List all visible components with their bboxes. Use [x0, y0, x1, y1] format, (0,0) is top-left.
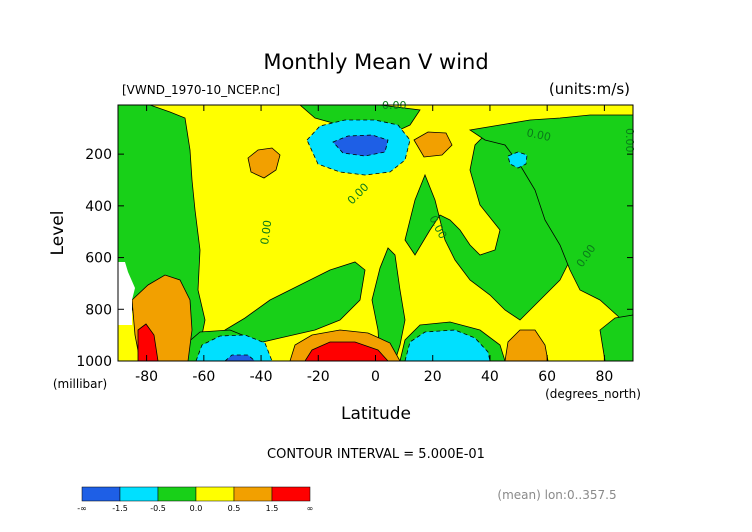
x-tick-label: 20: [424, 369, 442, 385]
x-unit-label: (degrees_north): [545, 387, 641, 401]
blue-region-upper: [332, 134, 389, 157]
colorbar-swatch: [271, 486, 311, 502]
contour-label: 0.00: [623, 128, 636, 153]
colorbar-label: ∞: [307, 504, 314, 513]
x-axis: -80 -60 -40 -20 0 20 40 60 80: [135, 105, 613, 385]
contour-label: 0.00: [525, 126, 552, 144]
x-tick-label: 40: [481, 369, 499, 385]
colorbar-swatch: [81, 486, 121, 502]
x-tick-label: 80: [595, 369, 613, 385]
colorbar-label: -0.5: [150, 504, 166, 513]
contour-interval-label: CONTOUR INTERVAL = 5.000E-01: [267, 447, 485, 462]
x-tick-label: -40: [250, 369, 273, 385]
colorbar-label: 1.5: [266, 504, 279, 513]
colorbar-swatch: [195, 486, 235, 502]
y-unit-label: (millibar): [53, 377, 107, 391]
orange-region-north-upper: [413, 131, 453, 158]
cyan-region-lower-north: [404, 329, 491, 361]
contour-field: [118, 105, 633, 361]
y-tick-label: 200: [85, 147, 112, 163]
colorbar-label: -1.5: [112, 504, 128, 513]
red-region-southwest: [137, 323, 159, 361]
y-axis-title: Level: [48, 211, 68, 256]
colorbar-label: 0.0: [190, 504, 203, 513]
colorbar: -∞ -1.5 -0.5 0.0 0.5 1.5 ∞: [77, 486, 314, 513]
x-tick-label: -80: [135, 369, 158, 385]
colorbar-swatch: [157, 486, 197, 502]
y-tick-label: 1000: [76, 354, 112, 370]
chart-title: Monthly Mean V wind: [263, 50, 488, 74]
orange-region-north-lower: [504, 329, 549, 361]
colorbar-swatch: [233, 486, 273, 502]
x-tick-label: 60: [538, 369, 556, 385]
y-tick-label: 400: [85, 199, 112, 215]
file-label: [VWND_1970-10_NCEP.nc]: [122, 83, 280, 97]
mean-label: (mean) lon:0..357.5: [497, 488, 616, 502]
blue-region-lower: [224, 354, 256, 361]
x-tick-label: -20: [307, 369, 330, 385]
orange-region-south-upper: [247, 147, 281, 179]
colorbar-swatch: [119, 486, 159, 502]
y-tick-label: 800: [85, 302, 112, 318]
colorbar-label: 0.5: [228, 504, 241, 513]
x-tick-label: 0: [371, 369, 380, 385]
cyan-region-small-north: [507, 151, 528, 169]
contour-label: 0.00: [258, 219, 274, 245]
cyan-region-lower-south: [195, 334, 273, 361]
red-region-equator: [304, 341, 389, 361]
x-tick-label: -60: [192, 369, 215, 385]
x-axis-title: Latitude: [341, 404, 411, 424]
y-axis: 200 400 600 800 1000: [76, 147, 633, 370]
colorbar-label: -∞: [77, 504, 87, 513]
units-label: (units:m/s): [549, 80, 630, 98]
y-tick-label: 600: [85, 251, 112, 267]
